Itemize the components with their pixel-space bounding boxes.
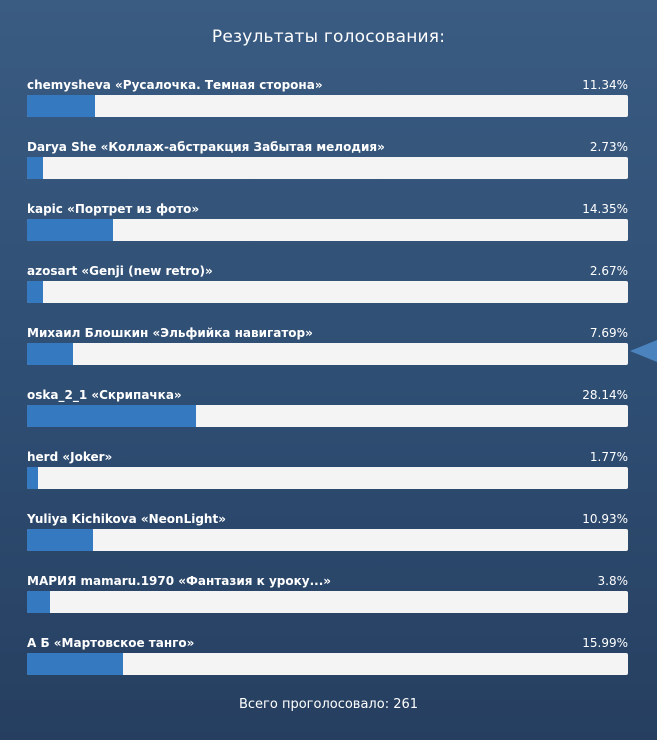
poll-item-header: Yuliya Kichikova «NeonLight» 10.93% [27, 512, 628, 530]
poll-item-bar [27, 95, 628, 117]
poll-item-header: Darya She «Коллаж-абстракция Забытая мел… [27, 140, 628, 158]
poll-item-percent: 2.73% [589, 140, 628, 154]
poll-item: Darya She «Коллаж-абстракция Забытая мел… [27, 140, 628, 202]
poll-item-header: azosart «Genji (new retro)» 2.67% [27, 264, 628, 282]
poll-item-bar-fill [27, 281, 44, 303]
poll-item-header: МАРИЯ mamaru.1970 «Фантазия к уроку...» … [27, 574, 628, 592]
poll-item-label: Михаил Блошкин «Эльфийка навигатор» [27, 326, 313, 340]
poll-item-percent: 3.8% [597, 574, 629, 588]
poll-item-bar [27, 219, 628, 241]
poll-results-list: chemysheva «Русалочка. Темная сторона» 1… [27, 78, 628, 698]
total-votes: Всего проголосовало: 261 [238, 697, 419, 712]
poll-item-bar-fill [27, 343, 74, 365]
poll-item-percent: 28.14% [582, 388, 628, 402]
poll-item-header: herd «Joker» 1.77% [27, 450, 628, 468]
poll-item-bar [27, 405, 628, 427]
poll-item-label: А Б «Мартовское танго» [27, 636, 195, 650]
poll-item: Михаил Блошкин «Эльфийка навигатор» 7.69… [27, 326, 628, 388]
poll-item-percent: 10.93% [582, 512, 628, 526]
poll-title: Результаты голосования: [211, 27, 446, 47]
poll-item-bar [27, 157, 628, 179]
poll-item-percent: 2.67% [589, 264, 628, 278]
poll-item-header: Михаил Блошкин «Эльфийка навигатор» 7.69… [27, 326, 628, 344]
poll-item: herd «Joker» 1.77% [27, 450, 628, 512]
poll-item-percent: 15.99% [582, 636, 628, 650]
poll-item-percent: 14.35% [582, 202, 628, 216]
poll-item-bar-fill [27, 219, 114, 241]
poll-item-bar-fill [27, 157, 44, 179]
poll-item-label: chemysheva «Русалочка. Темная сторона» [27, 78, 323, 92]
poll-item-header: oska_2_1 «Скрипачка» 28.14% [27, 388, 628, 406]
poll-item-label: azosart «Genji (new retro)» [27, 264, 213, 278]
poll-item-label: Yuliya Kichikova «NeonLight» [27, 512, 226, 526]
poll-item: azosart «Genji (new retro)» 2.67% [27, 264, 628, 326]
poll-item-bar [27, 343, 628, 365]
poll-item: А Б «Мартовское танго» 15.99% [27, 636, 628, 698]
poll-item-header: kapic «Портрет из фото» 14.35% [27, 202, 628, 220]
poll-item-label: oska_2_1 «Скрипачка» [27, 388, 182, 402]
poll-item-bar-fill [27, 653, 124, 675]
poll-item-bar-fill [27, 95, 96, 117]
poll-item-bar [27, 281, 628, 303]
poll-item-label: kapic «Портрет из фото» [27, 202, 200, 216]
poll-item-header: chemysheva «Русалочка. Темная сторона» 1… [27, 78, 628, 96]
poll-item-percent: 7.69% [589, 326, 628, 340]
poll-item-label: Darya She «Коллаж-абстракция Забытая мел… [27, 140, 385, 154]
poll-item-bar-fill [27, 467, 38, 489]
poll-item: oska_2_1 «Скрипачка» 28.14% [27, 388, 628, 450]
poll-item-percent: 1.77% [589, 450, 628, 464]
poll-item-bar [27, 529, 628, 551]
poll-item: chemysheva «Русалочка. Темная сторона» 1… [27, 78, 628, 140]
poll-item-label: МАРИЯ mamaru.1970 «Фантазия к уроку...» [27, 574, 332, 588]
left-triangle-icon[interactable] [630, 340, 657, 362]
poll-item-bar-fill [27, 405, 197, 427]
poll-item-bar-fill [27, 529, 93, 551]
poll-item: kapic «Портрет из фото» 14.35% [27, 202, 628, 264]
poll-item-bar-fill [27, 591, 50, 613]
poll-item-percent: 11.34% [582, 78, 628, 92]
poll-item: МАРИЯ mamaru.1970 «Фантазия к уроку...» … [27, 574, 628, 636]
poll-item-bar [27, 591, 628, 613]
poll-item-label: herd «Joker» [27, 450, 113, 464]
poll-item-bar [27, 467, 628, 489]
poll-item-header: А Б «Мартовское танго» 15.99% [27, 636, 628, 654]
poll-item-bar [27, 653, 628, 675]
poll-item: Yuliya Kichikova «NeonLight» 10.93% [27, 512, 628, 574]
